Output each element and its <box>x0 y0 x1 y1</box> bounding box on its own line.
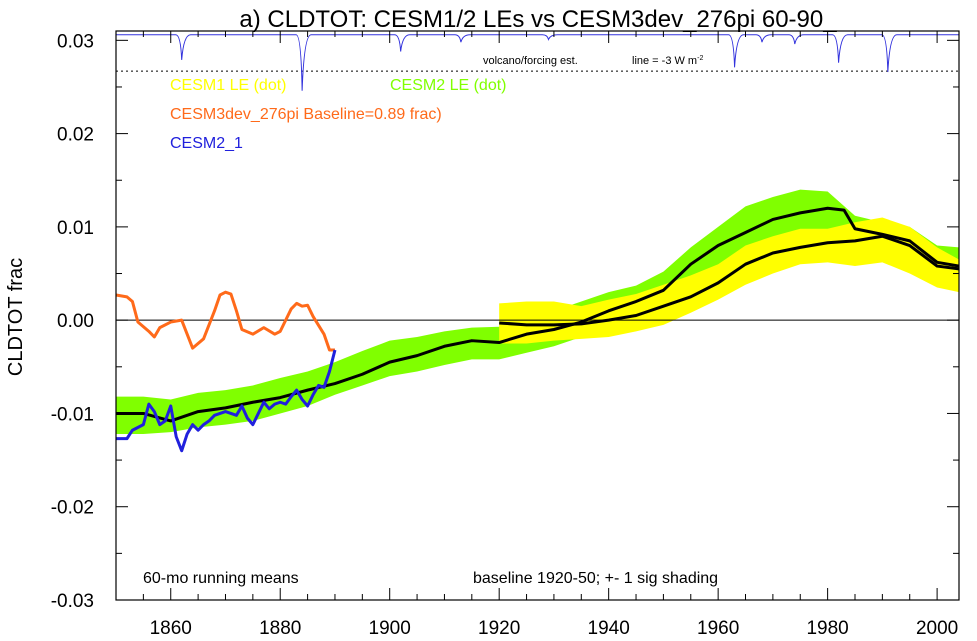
y-tick-label: 0.03 <box>57 31 94 52</box>
volcano-forcing-line <box>116 34 959 91</box>
x-tick-label: 1900 <box>369 618 411 639</box>
legend-cesm1: CESM1 LE (dot) <box>170 77 286 94</box>
running-mean-note: 60-mo running means <box>143 570 299 587</box>
line-cesm3dev-276pi <box>115 290 335 352</box>
volcano-annotation: volcano/forcing est. <box>483 55 578 67</box>
shading-bands <box>116 189 959 434</box>
legend-cesm2: CESM2 LE (dot) <box>390 77 506 94</box>
chart-title: a) CLDTOT: CESM1/2 LEs vs CESM3dev_276pi… <box>239 6 837 33</box>
band-cesm2-le <box>116 189 959 434</box>
plot-frame <box>115 30 960 601</box>
legend-cesm2-1: CESM2_1 <box>170 135 243 152</box>
y-axis-label: CLDTOT frac <box>5 258 27 376</box>
y-tick-label: -0.03 <box>51 591 94 612</box>
line-cesm2-1 <box>116 349 337 453</box>
band-cesm1-le <box>499 217 959 344</box>
line-cesm1-le-mean <box>499 234 960 327</box>
y-tick-label: -0.02 <box>51 498 94 519</box>
y-tick-label: 0.02 <box>57 125 94 146</box>
line-annotation-text: line = -3 W m <box>632 55 697 67</box>
line-annotation-exponent: -2 <box>697 55 703 62</box>
series-lines <box>115 206 960 453</box>
x-tick-label: 1980 <box>806 618 848 639</box>
y-tick-label: 0.00 <box>57 311 94 332</box>
y-axis: -0.03 -0.02 -0.01 0.00 0.01 0.02 0.03 <box>51 31 959 612</box>
line-annotation: line = -3 W m-2 <box>632 55 703 67</box>
y-tick-label: -0.01 <box>51 404 94 425</box>
baseline-note: baseline 1920-50; +- 1 sig shading <box>473 570 718 587</box>
x-tick-label: 1860 <box>150 618 192 639</box>
legend-cesm3dev: CESM3dev_276pi Baseline=0.89 frac) <box>170 106 442 123</box>
x-tick-label: 1920 <box>478 618 520 639</box>
x-tick-label: 1940 <box>588 618 630 639</box>
x-tick-label: 1880 <box>259 618 301 639</box>
x-tick-label: 2000 <box>916 618 958 639</box>
x-tick-label: 1960 <box>697 618 739 639</box>
x-axis: 1860 1880 1900 1920 1940 1960 1980 2000 <box>115 31 958 639</box>
y-tick-label: 0.01 <box>57 218 94 239</box>
